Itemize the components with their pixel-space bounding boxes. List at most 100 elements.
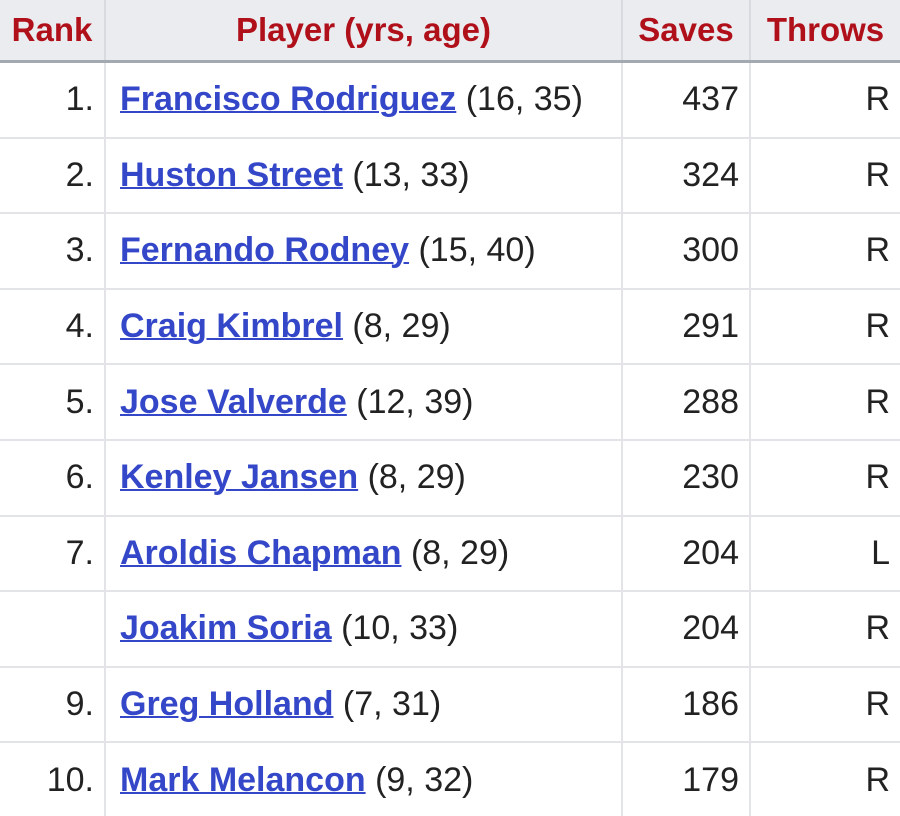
saves-cell: 179	[622, 742, 751, 816]
player-link[interactable]: Greg Holland	[120, 685, 334, 724]
throws: R	[865, 458, 890, 497]
rank: 6.	[65, 458, 94, 497]
throws: R	[865, 231, 890, 270]
player-cell: Joakim Soria (10, 33)	[105, 591, 623, 668]
saves-cell: 324	[622, 137, 751, 215]
table-row: 10. Mark Melancon (9, 32) 179 R	[0, 742, 900, 816]
rank: 3.	[65, 231, 94, 270]
rank-cell: 1.	[0, 61, 106, 139]
throws-cell: R	[750, 137, 900, 215]
player-link[interactable]: Huston Street	[120, 155, 343, 194]
player-link[interactable]: Kenley Jansen	[120, 458, 359, 497]
rank: 5.	[65, 382, 94, 421]
table-row: 3. Fernando Rodney (15, 40) 300 R	[0, 213, 900, 290]
saves: 204	[682, 533, 739, 572]
rank-cell: 4.	[0, 288, 106, 366]
player-years-age: (8, 29)	[410, 533, 510, 572]
saves-cell: 230	[622, 439, 751, 517]
saves: 437	[682, 80, 739, 119]
rank-cell: 5.	[0, 364, 106, 441]
table-row: Joakim Soria (10, 33) 204 R	[0, 591, 900, 668]
player-years-age: (7, 31)	[342, 685, 442, 724]
player-cell: Aroldis Chapman (8, 29)	[105, 515, 623, 593]
player-link[interactable]: Joakim Soria	[120, 609, 332, 648]
rank: 10.	[46, 760, 94, 799]
rank: 9.	[65, 685, 94, 724]
player-link[interactable]: Aroldis Chapman	[120, 533, 402, 572]
saves-cell: 204	[622, 591, 751, 668]
rank: 2.	[65, 155, 94, 194]
throws-cell: R	[750, 591, 900, 668]
player-years-age: (12, 39)	[356, 382, 474, 421]
throws-cell: L	[750, 515, 900, 593]
column-header: Player (yrs, age)	[105, 0, 623, 63]
player-cell: Craig Kimbrel (8, 29)	[105, 288, 623, 366]
rank: 1.	[65, 80, 94, 119]
player-cell: Kenley Jansen (8, 29)	[105, 439, 623, 517]
rank-cell: 6.	[0, 439, 106, 517]
player-years-age: (15, 40)	[418, 231, 536, 270]
throws-cell: R	[750, 288, 900, 366]
player-years-age: (9, 32)	[375, 760, 474, 799]
player-cell: Greg Holland (7, 31)	[105, 666, 623, 744]
column-header: Throws	[750, 0, 900, 63]
saves: 186	[682, 685, 739, 724]
rank-cell: 3.	[0, 213, 106, 290]
saves: 204	[682, 609, 739, 648]
saves: 291	[682, 307, 739, 346]
saves-cell: 437	[622, 61, 751, 139]
table-row: 4. Craig Kimbrel (8, 29) 291 R	[0, 288, 900, 366]
player-years-age: (16, 35)	[465, 80, 583, 119]
throws-cell: R	[750, 439, 900, 517]
saves: 230	[682, 458, 739, 497]
player-cell: Fernando Rodney (15, 40)	[105, 213, 623, 290]
saves-cell: 186	[622, 666, 751, 744]
rank-cell: 9.	[0, 666, 106, 744]
rank-cell	[0, 591, 106, 668]
saves-cell: 291	[622, 288, 751, 366]
table-body: 1. Francisco Rodriguez (16, 35) 437 R 2. Hust…	[0, 61, 900, 816]
player-years-age: (8, 29)	[367, 458, 466, 497]
player-cell: Huston Street (13, 33)	[105, 137, 623, 215]
saves: 179	[682, 760, 739, 799]
throws: R	[865, 155, 890, 194]
header-row: Rank Player (yrs, age) Saves Throws	[0, 0, 900, 63]
table-row: 1. Francisco Rodriguez (16, 35) 437 R	[0, 61, 900, 139]
saves: 324	[682, 155, 739, 194]
player-link[interactable]: Mark Melancon	[120, 760, 366, 799]
throws: L	[871, 533, 890, 572]
player-link[interactable]: Fernando Rodney	[120, 231, 410, 270]
rank-cell: 2.	[0, 137, 106, 215]
throws-cell: R	[750, 213, 900, 290]
saves-cell: 300	[622, 213, 751, 290]
player-years-age: (10, 33)	[341, 609, 459, 648]
column-header: Rank	[0, 0, 106, 63]
player-cell: Mark Melancon (9, 32)	[105, 742, 623, 816]
rank: 7.	[65, 533, 94, 572]
throws: R	[865, 80, 890, 119]
player-link[interactable]: Jose Valverde	[120, 382, 347, 421]
throws: R	[865, 609, 890, 648]
column-header: Saves	[622, 0, 751, 63]
table-row: 9. Greg Holland (7, 31) 186 R	[0, 666, 900, 744]
saves-cell: 288	[622, 364, 751, 441]
player-link[interactable]: Francisco Rodriguez	[120, 80, 457, 119]
rank: 4.	[65, 307, 94, 346]
saves: 288	[682, 382, 739, 421]
throws-cell: R	[750, 742, 900, 816]
throws-cell: R	[750, 666, 900, 744]
table-row: 6. Kenley Jansen (8, 29) 230 R	[0, 439, 900, 517]
player-years-age: (8, 29)	[352, 307, 451, 346]
player-cell: Jose Valverde (12, 39)	[105, 364, 623, 441]
player-years-age: (13, 33)	[352, 155, 470, 194]
throws: R	[865, 307, 890, 346]
throws: R	[865, 685, 890, 724]
rank-cell: 10.	[0, 742, 106, 816]
throws: R	[865, 760, 890, 799]
saves-cell: 204	[622, 515, 751, 593]
throws-cell: R	[750, 364, 900, 441]
table-row: 5. Jose Valverde (12, 39) 288 R	[0, 364, 900, 441]
player-link[interactable]: Craig Kimbrel	[120, 307, 343, 346]
table-row: 7. Aroldis Chapman (8, 29) 204 L	[0, 515, 900, 593]
